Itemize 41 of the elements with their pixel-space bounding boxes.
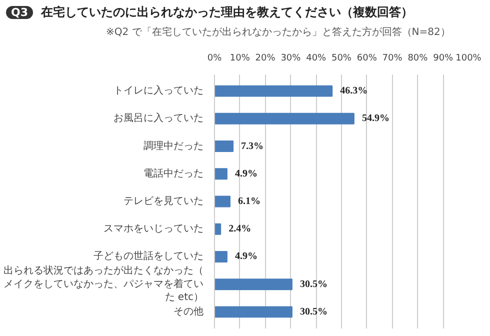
y-tick-label: スマホをいじっていた bbox=[104, 224, 204, 235]
bar bbox=[214, 112, 354, 124]
x-tick-label: 30% bbox=[280, 54, 302, 64]
data-label: 4.9% bbox=[234, 168, 258, 180]
data-label: 54.9% bbox=[362, 113, 390, 124]
x-tick-label: 70% bbox=[382, 54, 403, 64]
chart-title: 在宅していたのに出られなかった理由を教えてください（複数回答） bbox=[41, 5, 414, 19]
data-label: 6.1% bbox=[238, 196, 260, 207]
y-tick-label: 子どもの世話をしていた bbox=[94, 250, 204, 262]
bar bbox=[214, 85, 333, 97]
data-label: 7.3% bbox=[241, 140, 264, 152]
y-tick-label: テレビを見ていた bbox=[124, 196, 204, 207]
chart-subtitle: ※Q2 で「在宅していたが出られなかったから」と答えた方が回答（N=82） bbox=[106, 26, 450, 40]
data-label: 30.5% bbox=[300, 306, 328, 318]
y-tick-label: トイレに入っていた bbox=[114, 84, 204, 97]
bar bbox=[214, 168, 228, 180]
x-tick-label: 10% bbox=[230, 54, 250, 64]
x-tick-label: 100% bbox=[456, 54, 482, 64]
y-tick-label: 出られる状況ではあったが出たくなかった（メイクをしていなかった、パジャマを着ていた etc） bbox=[4, 264, 204, 304]
y-tick-label: その他 bbox=[174, 305, 204, 318]
y-tick-label: 電話中だった bbox=[144, 167, 204, 180]
data-label: 2.4% bbox=[228, 224, 252, 235]
x-tick-label: 80% bbox=[408, 54, 428, 64]
x-tick-label: 20% bbox=[255, 54, 276, 64]
data-label: 30.5% bbox=[300, 278, 328, 290]
x-tick-label: 60% bbox=[356, 54, 378, 64]
data-label: 4.9% bbox=[234, 251, 258, 262]
data-label: 46.3% bbox=[340, 86, 368, 97]
y-tick-label: お風呂に入っていた bbox=[114, 112, 204, 124]
bar bbox=[214, 140, 234, 152]
x-tick-label: 40% bbox=[306, 54, 327, 64]
bar bbox=[214, 223, 222, 235]
bar bbox=[214, 306, 292, 318]
y-tick-label: 調理中だった bbox=[144, 140, 204, 152]
bar bbox=[214, 196, 230, 208]
bar bbox=[214, 278, 292, 290]
x-tick-label: 90% bbox=[433, 54, 454, 64]
x-tick-label: 50% bbox=[332, 54, 352, 64]
x-tick-label: 0% bbox=[207, 54, 222, 64]
text: Q3 bbox=[6, 6, 34, 19]
bar bbox=[214, 250, 228, 262]
